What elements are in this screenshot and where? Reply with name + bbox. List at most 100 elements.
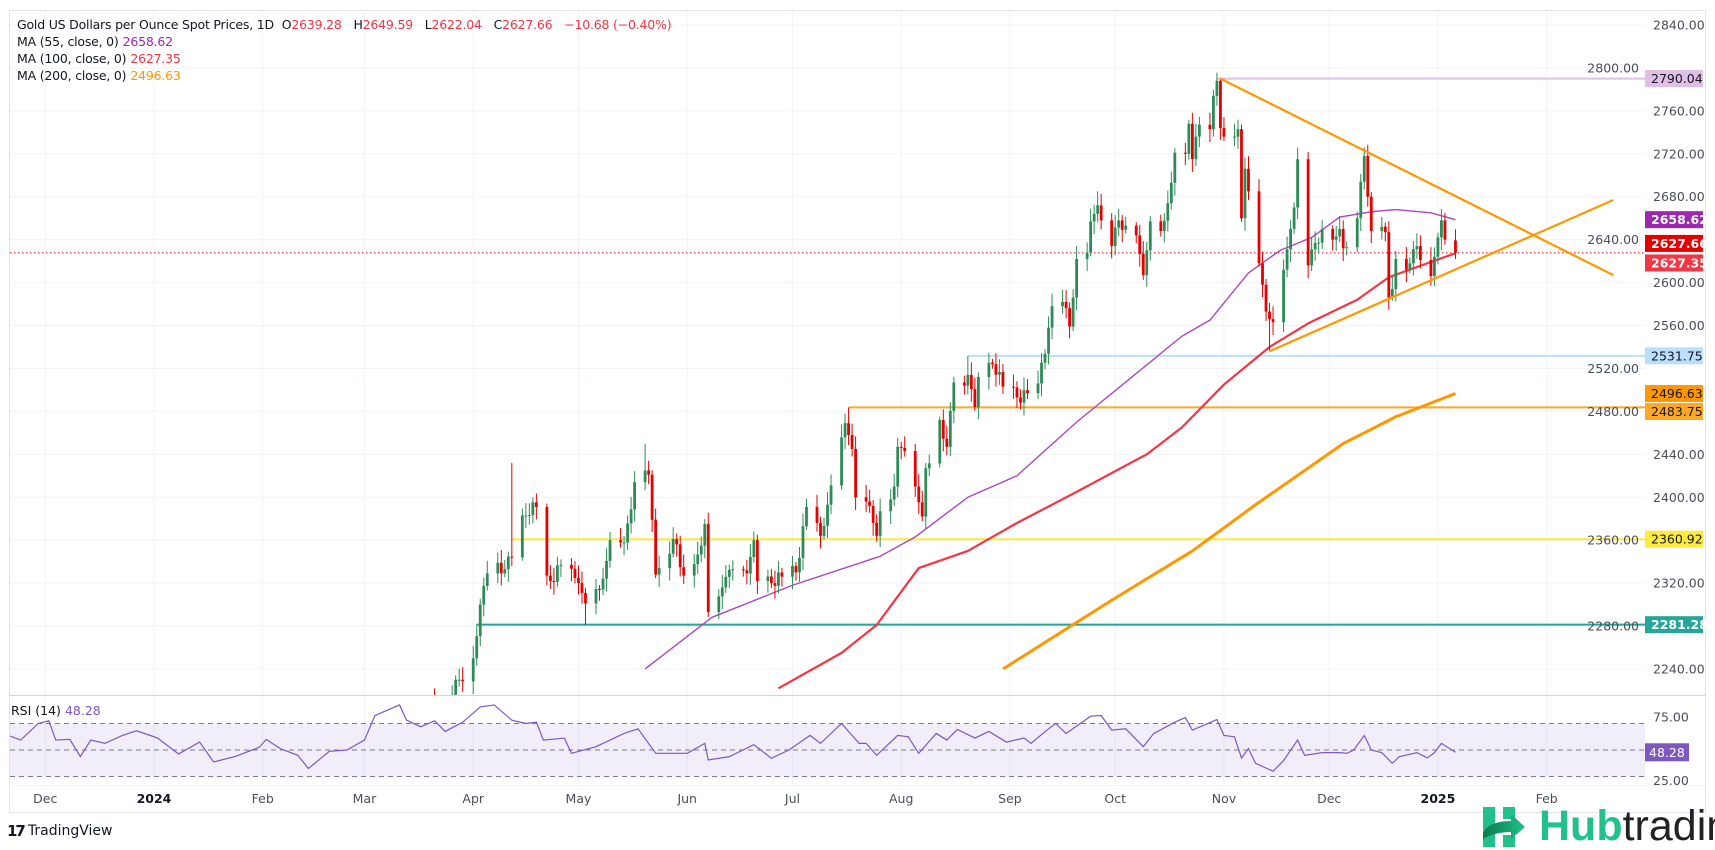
candle[interactable]: [633, 471, 636, 522]
candle[interactable]: [703, 519, 707, 559]
candle[interactable]: [727, 564, 731, 589]
candle[interactable]: [1169, 171, 1173, 210]
candle[interactable]: [598, 585, 601, 601]
candle[interactable]: [1113, 215, 1117, 256]
candle[interactable]: [605, 548, 608, 592]
candle[interactable]: [752, 531, 756, 563]
candle[interactable]: [1120, 215, 1124, 243]
candle[interactable]: [871, 500, 875, 536]
candle[interactable]: [938, 416, 942, 468]
candle[interactable]: [668, 541, 672, 581]
candle[interactable]: [1355, 211, 1359, 253]
candle[interactable]: [1362, 147, 1366, 190]
candle[interactable]: [1085, 242, 1089, 272]
rsi-legend[interactable]: RSI (14) 48.28: [11, 703, 101, 718]
candle[interactable]: [941, 409, 945, 452]
candle[interactable]: [1043, 349, 1047, 370]
candle[interactable]: [1394, 250, 1398, 302]
candle[interactable]: [899, 441, 903, 460]
candle[interactable]: [948, 402, 952, 457]
candle[interactable]: [878, 498, 882, 548]
candle[interactable]: [1148, 215, 1152, 261]
candle[interactable]: [1404, 246, 1408, 283]
candle[interactable]: [485, 560, 489, 591]
candle[interactable]: [1411, 240, 1415, 276]
candle[interactable]: [1310, 236, 1314, 272]
candle[interactable]: [766, 569, 770, 593]
candle[interactable]: [1264, 279, 1268, 321]
candle[interactable]: [1110, 213, 1114, 259]
candle[interactable]: [696, 541, 700, 574]
candle[interactable]: [1380, 216, 1384, 240]
candle[interactable]: [1134, 222, 1138, 244]
candle[interactable]: [1117, 208, 1121, 237]
candle[interactable]: [794, 562, 798, 581]
candle[interactable]: [801, 513, 805, 571]
candle[interactable]: [1092, 204, 1096, 234]
candle[interactable]: [531, 497, 535, 524]
candle[interactable]: [510, 462, 514, 566]
candle[interactable]: [450, 685, 454, 715]
candle[interactable]: [1292, 202, 1296, 234]
candle[interactable]: [629, 496, 633, 534]
candle[interactable]: [1345, 241, 1349, 256]
candle[interactable]: [1064, 290, 1068, 319]
candle[interactable]: [534, 493, 538, 520]
candle[interactable]: [913, 444, 917, 497]
candle[interactable]: [570, 558, 573, 582]
candle[interactable]: [1243, 157, 1247, 231]
candle[interactable]: [1454, 229, 1457, 259]
candle[interactable]: [1124, 216, 1128, 234]
candle[interactable]: [706, 512, 710, 618]
candle[interactable]: [822, 517, 826, 540]
candle[interactable]: [1268, 302, 1271, 352]
candle[interactable]: [556, 556, 559, 587]
candle[interactable]: [1061, 289, 1064, 314]
candle[interactable]: [1099, 193, 1103, 230]
candle[interactable]: [1440, 209, 1443, 251]
candle[interactable]: [1173, 148, 1177, 196]
candle[interactable]: [1215, 72, 1219, 106]
candle[interactable]: [777, 561, 780, 594]
candle[interactable]: [843, 413, 847, 450]
candle[interactable]: [1187, 119, 1191, 160]
candle[interactable]: [552, 568, 556, 595]
candle[interactable]: [657, 555, 661, 588]
candle[interactable]: [1338, 216, 1342, 243]
candle[interactable]: [1341, 220, 1345, 262]
candle[interactable]: [1369, 192, 1373, 244]
candle[interactable]: [1166, 190, 1170, 232]
ma55-legend[interactable]: MA (55, close, 0) 2658.62: [17, 34, 177, 49]
candle[interactable]: [626, 515, 629, 550]
candle[interactable]: [991, 358, 994, 369]
candle[interactable]: [594, 579, 598, 615]
candle[interactable]: [1012, 374, 1015, 399]
candle[interactable]: [1285, 236, 1289, 278]
candle[interactable]: [1197, 116, 1201, 148]
candle[interactable]: [643, 443, 647, 491]
candle[interactable]: [545, 503, 549, 586]
candle[interactable]: [1001, 363, 1005, 395]
candle[interactable]: [601, 567, 605, 596]
candle[interactable]: [1415, 233, 1419, 259]
candle[interactable]: [927, 454, 931, 477]
candle[interactable]: [559, 559, 563, 578]
candle[interactable]: [1194, 123, 1198, 167]
candle[interactable]: [1387, 221, 1391, 310]
candle[interactable]: [520, 508, 524, 561]
candle[interactable]: [854, 436, 857, 511]
candle[interactable]: [1296, 147, 1300, 220]
candle[interactable]: [966, 355, 970, 395]
candle[interactable]: [622, 536, 626, 556]
candle[interactable]: [826, 491, 829, 539]
candle[interactable]: [720, 575, 724, 610]
candle[interactable]: [506, 551, 510, 582]
candle[interactable]: [1096, 191, 1100, 223]
candle[interactable]: [1320, 219, 1324, 249]
candle[interactable]: [1022, 377, 1026, 416]
candle[interactable]: [692, 553, 696, 588]
candle[interactable]: [1313, 231, 1317, 261]
price-pane[interactable]: [10, 72, 1645, 848]
candle[interactable]: [1071, 289, 1075, 332]
candle[interactable]: [998, 359, 1001, 385]
